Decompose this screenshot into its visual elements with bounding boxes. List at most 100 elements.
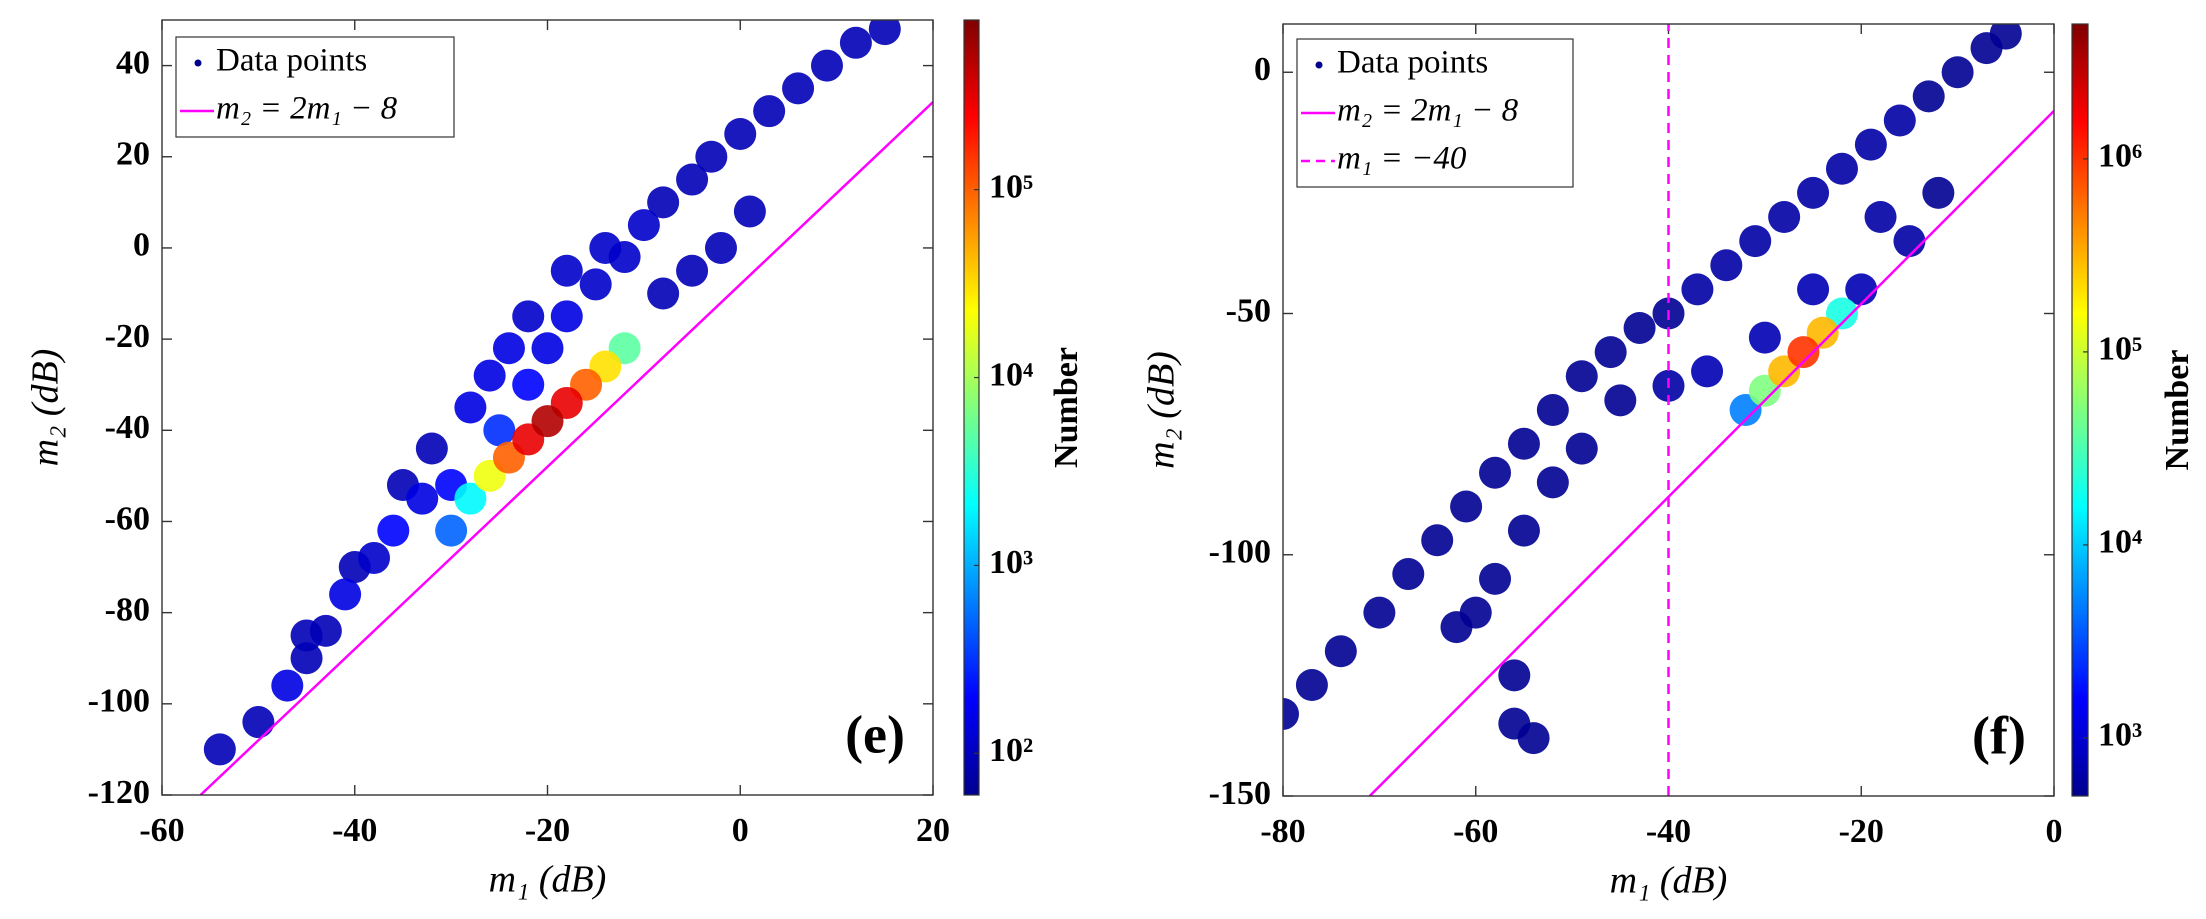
data-point — [1922, 176, 1955, 209]
colorbar-tick-label: 10⁵ — [989, 168, 1033, 205]
reference-line — [1368, 109, 2054, 796]
data-point — [1604, 384, 1637, 417]
data-point — [454, 482, 487, 515]
data-point — [531, 332, 564, 365]
colorbar-tick-label: 10⁴ — [2098, 524, 2142, 561]
y-tick-label: -40 — [105, 409, 150, 446]
data-point — [1283, 697, 1299, 730]
data-point — [1324, 635, 1357, 668]
data-point — [290, 619, 323, 652]
data-point — [676, 254, 709, 287]
data-point — [1748, 321, 1781, 354]
data-point — [1912, 80, 1945, 113]
data-point — [782, 72, 815, 105]
data-point — [1787, 336, 1820, 369]
data-point — [1594, 336, 1627, 369]
data-point — [415, 432, 448, 465]
data-point — [377, 514, 410, 547]
y-tick-label: 20 — [116, 136, 150, 173]
legend-label: Data points — [1337, 45, 1488, 81]
x-tick-label: 0 — [732, 812, 749, 849]
scatter-layer — [203, 20, 901, 766]
colorbar-tick-label: 10³ — [2098, 717, 2142, 754]
x-axis-label: m₁ (dB) — [1610, 860, 1728, 902]
x-tick-label: -40 — [332, 812, 377, 849]
data-point — [589, 231, 622, 264]
legend-swatch — [194, 59, 202, 67]
data-point — [435, 514, 468, 547]
data-point — [531, 405, 564, 438]
y-tick-label: -120 — [88, 774, 150, 811]
legend-label: m₁ = −40 — [1337, 141, 1467, 177]
colorbar — [963, 19, 980, 796]
x-tick-label: -40 — [1646, 813, 1691, 850]
x-axis-label: m₁ (dB) — [489, 859, 607, 901]
colorbar — [2071, 23, 2089, 797]
data-point — [329, 578, 362, 611]
data-point — [271, 669, 304, 702]
colorbar-label: Number — [1048, 347, 1085, 468]
y-tick-label: -100 — [1209, 534, 1271, 571]
data-point — [492, 332, 525, 365]
data-point — [512, 368, 545, 401]
data-point — [1507, 514, 1540, 547]
y-tick-label: -100 — [88, 683, 150, 720]
data-point — [473, 359, 506, 392]
data-point — [1623, 311, 1656, 344]
data-point — [1479, 562, 1512, 595]
data-point — [1710, 249, 1743, 282]
data-point — [676, 163, 709, 196]
data-point — [1421, 524, 1454, 557]
colorbar-tick-label: 10³ — [989, 544, 1033, 581]
data-point — [1363, 596, 1396, 629]
data-point — [1565, 432, 1598, 465]
colorbar-tick-label: 10⁴ — [989, 356, 1033, 393]
data-point — [753, 95, 786, 128]
panel-label: (f) — [1972, 705, 2026, 765]
data-point — [483, 414, 516, 447]
legend-box — [1296, 38, 1574, 188]
data-point — [550, 254, 583, 287]
data-point — [1739, 225, 1772, 258]
data-point — [1768, 201, 1801, 233]
colorbar-tick-label: 10⁶ — [2098, 138, 2142, 175]
x-tick-label: 20 — [916, 812, 950, 849]
x-tick-label: -60 — [1453, 813, 1498, 850]
reference-line — [199, 101, 933, 795]
data-point — [1479, 456, 1512, 489]
legend-label: m₂ = 2m₁ − 8 — [1337, 93, 1519, 129]
data-point — [550, 300, 583, 333]
data-point — [1825, 152, 1858, 185]
panel-label: (e) — [845, 704, 905, 764]
y-tick-label: -80 — [105, 591, 150, 628]
y-tick-label: -60 — [105, 500, 150, 537]
legend-label: Data points — [216, 43, 367, 79]
data-point — [1498, 659, 1531, 692]
colorbar-tick-label: 10⁵ — [2098, 331, 2142, 368]
data-point — [242, 706, 275, 739]
data-point — [1797, 273, 1830, 306]
data-point — [704, 231, 737, 264]
data-point — [647, 277, 680, 310]
colorbar-label: Number — [2159, 350, 2196, 471]
data-point — [1295, 669, 1328, 702]
data-point — [1517, 722, 1550, 755]
data-point — [695, 140, 728, 173]
y-tick-label: -50 — [1226, 292, 1271, 329]
data-point — [1450, 490, 1483, 523]
data-point — [647, 186, 680, 219]
data-point — [839, 26, 872, 59]
data-point — [406, 482, 439, 515]
data-point — [290, 642, 323, 675]
axes-frame — [161, 19, 934, 796]
data-point — [1459, 596, 1492, 629]
data-point — [1883, 104, 1916, 137]
data-point — [203, 733, 236, 766]
y-axis-label: m₂ (dB) — [1141, 351, 1183, 469]
data-point — [1536, 394, 1569, 426]
data-point — [1941, 56, 1974, 89]
data-point — [1864, 201, 1897, 233]
data-point — [512, 300, 545, 333]
scatter-layer — [1283, 24, 2022, 755]
